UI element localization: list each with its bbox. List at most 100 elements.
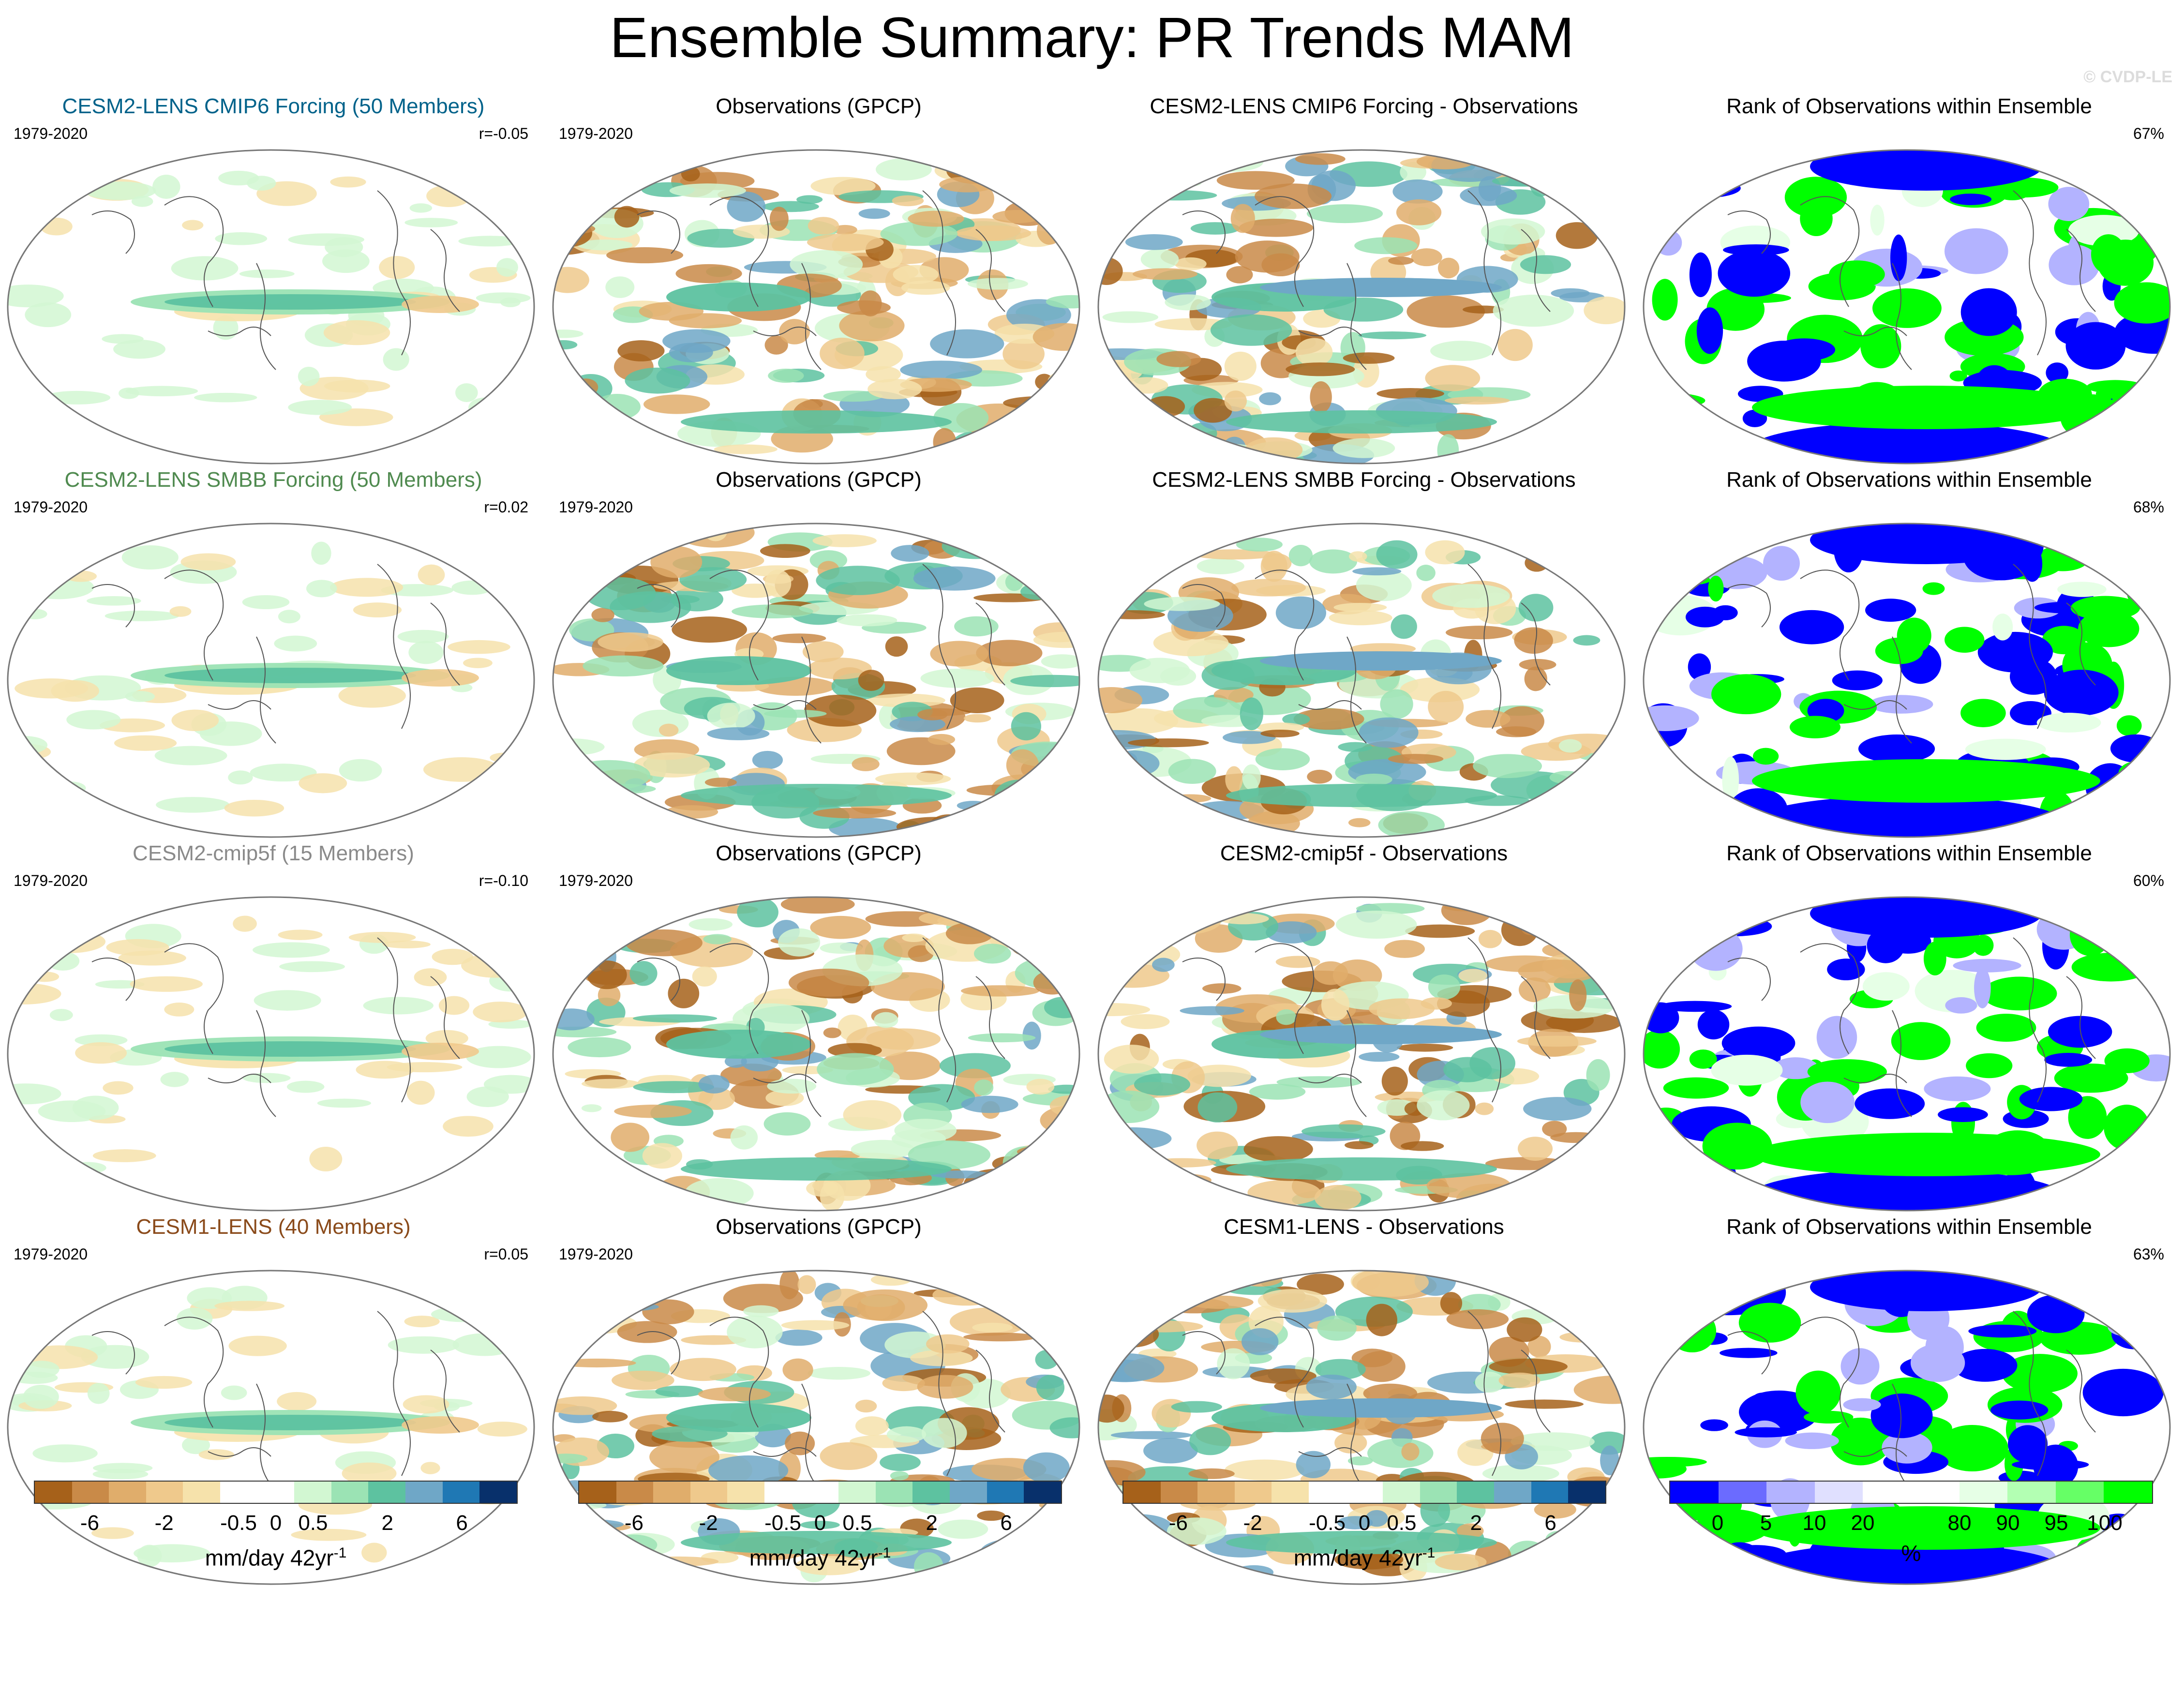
rank-map [1643, 149, 2171, 464]
colorbar-box [183, 1482, 221, 1503]
difference-title: CESM1-LENS - Observations [1224, 1215, 1504, 1239]
rank-percent-label: 67% [2133, 125, 2164, 142]
years-label: 1979-2020 [14, 498, 88, 516]
rank-title: Rank of Observations within Ensemble [1726, 94, 2092, 118]
model-title: CESM2-cmip5f (15 Members) [133, 841, 414, 865]
colorbar-tick: 5 [1760, 1511, 1772, 1535]
model-map [7, 149, 535, 464]
colorbar-box [2055, 1482, 2104, 1503]
rank-panel-row-1: Rank of Observations within Ensemble 67% [1641, 93, 2178, 466]
colorbar-boxes [34, 1481, 518, 1504]
rank-colorbar: 0 5 10 20 80 90 95 100% [1669, 1481, 2153, 1587]
obs-panel-row-3: Observations (GPCP) 1979-2020 [550, 840, 1087, 1214]
colorbar-box [1568, 1482, 1605, 1503]
colorbar-box [1959, 1482, 2008, 1503]
colorbar-tick: 2 [1470, 1511, 1482, 1535]
colorbar-unit: mm/day 42yr-1 [34, 1540, 518, 1571]
colorbar-tick: -6 [1168, 1511, 1188, 1535]
model-map [7, 896, 535, 1212]
colorbar-box [616, 1482, 654, 1503]
colorbar-box [1160, 1482, 1198, 1503]
correlation-label: r=-0.10 [479, 872, 528, 889]
obs-title: Observations (GPCP) [716, 841, 922, 865]
colorbar-box [1383, 1482, 1420, 1503]
colorbar-tick: -2 [154, 1511, 174, 1535]
rank-unit: % [1901, 1541, 1921, 1566]
diff-map [1097, 149, 1626, 464]
colorbar-tick: 95 [2044, 1511, 2068, 1535]
colorbar-box [690, 1482, 728, 1503]
rank-map [1643, 1270, 2171, 1585]
colorbar-unit: % [1669, 1540, 2153, 1567]
obs-map [552, 896, 1080, 1212]
correlation-label: r=0.02 [484, 498, 528, 516]
obs-title: Observations (GPCP) [716, 468, 922, 492]
colorbar-box [1346, 1482, 1383, 1503]
obs-title: Observations (GPCP) [716, 94, 922, 118]
colorbar-box [72, 1482, 109, 1503]
colorbar-tick: 90 [1996, 1511, 2020, 1535]
colorbar-boxes [578, 1481, 1062, 1504]
rank-title: Rank of Observations within Ensemble [1726, 468, 2092, 492]
colorbar-box [331, 1482, 369, 1503]
colorbar-box [801, 1482, 839, 1503]
rank-title: Rank of Observations within Ensemble [1726, 841, 2092, 865]
obs-title: Observations (GPCP) [716, 1215, 922, 1239]
rank-title: Rank of Observations within Ensemble [1726, 1215, 2092, 1239]
obs-years-label: 1979-2020 [559, 872, 633, 889]
colorbar-box [1457, 1482, 1495, 1503]
colorbar-box [764, 1482, 802, 1503]
colorbar-box [1024, 1482, 1061, 1503]
colorbar-tick: -6 [80, 1511, 99, 1535]
colorbar-tick: 0.5 [1387, 1511, 1417, 1535]
diff-panel-row-3: CESM2-cmip5f - Observations [1095, 840, 1632, 1214]
colorbar-box [1197, 1482, 1235, 1503]
difference-title: CESM2-LENS SMBB Forcing - Observations [1152, 468, 1576, 492]
model-map [7, 523, 535, 838]
rank-map [1643, 523, 2171, 838]
colorbar-box [220, 1482, 257, 1503]
model-panel-row-2: CESM2-LENS SMBB Forcing (50 Members) 1979… [5, 466, 542, 840]
model-title: CESM1-LENS (40 Members) [136, 1215, 411, 1239]
colorbar-boxes [1122, 1481, 1606, 1504]
colorbar-tick: 80 [1947, 1511, 1972, 1535]
diff-map [1097, 523, 1626, 838]
colorbar-tick: 6 [456, 1511, 468, 1535]
colorbar-tick: -0.5 [764, 1511, 801, 1535]
model-panel-row-1: CESM2-LENS CMIP6 Forcing (50 Members) 197… [5, 93, 542, 466]
unit-exponent: -1 [878, 1545, 891, 1561]
colorbar-tick: 6 [1544, 1511, 1556, 1535]
colorbar-box [1814, 1482, 1863, 1503]
diff-panel-row-2: CESM2-LENS SMBB Forcing - Observations [1095, 466, 1632, 840]
colorbar-box [146, 1482, 183, 1503]
colorbar-box [442, 1482, 480, 1503]
colorbar-tick: 0 [1358, 1511, 1371, 1535]
colorbar-tick: -6 [624, 1511, 643, 1535]
years-label: 1979-2020 [14, 125, 88, 142]
model-panel-row-4: CESM1-LENS (40 Members) 1979-2020 r=0.05 [5, 1214, 542, 1587]
colorbar-box [727, 1482, 765, 1503]
copyright-label: © CVDP-LE [2083, 68, 2172, 86]
unit-base: mm/day 42yr [1293, 1545, 1422, 1571]
colorbar-tick: 6 [1000, 1511, 1012, 1535]
colorbar-box [912, 1482, 950, 1503]
correlation-label: r=0.05 [484, 1245, 528, 1263]
colorbar-tick: 20 [1851, 1511, 1875, 1535]
rank-percent-label: 60% [2133, 872, 2164, 889]
colorbar-tick: -0.5 [1309, 1511, 1346, 1535]
colorbar-box [479, 1482, 517, 1503]
colorbar-box [2104, 1482, 2152, 1503]
colorbar-box [875, 1482, 913, 1503]
correlation-label: r=-0.05 [479, 125, 528, 142]
rank-percent-label: 63% [2133, 1245, 2164, 1263]
colorbar-tick: 100 [2087, 1511, 2123, 1535]
colorbar-box [1766, 1482, 1815, 1503]
obs-years-label: 1979-2020 [559, 125, 633, 142]
colorbar-box [368, 1482, 406, 1503]
colorbar-box [950, 1482, 987, 1503]
colorbar-box [1718, 1482, 1767, 1503]
years-label: 1979-2020 [14, 1245, 88, 1263]
colorbar-box [1670, 1482, 1719, 1503]
rank-panel-row-3: Rank of Observations within Ensemble 60% [1641, 840, 2178, 1214]
rank-panel-row-2: Rank of Observations within Ensemble 68% [1641, 466, 2178, 840]
